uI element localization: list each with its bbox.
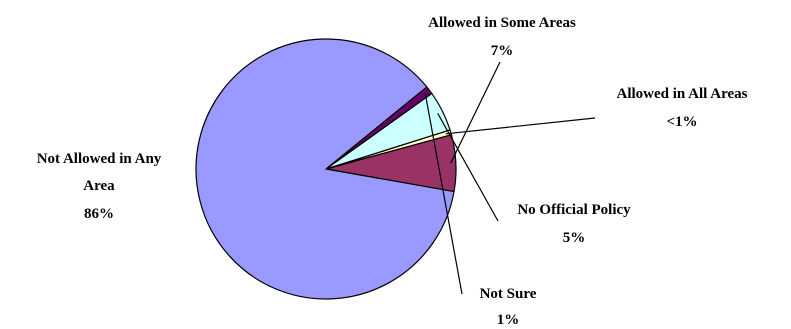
- leader-lines: [424, 61, 596, 295]
- slice-label-no-policy-name: No Official Policy: [517, 202, 631, 218]
- slice-label-allowed-all: Allowed in All Areas <1%: [617, 86, 748, 130]
- leader-line-no-policy: [437, 113, 499, 222]
- leader-line-allowed-some: [450, 61, 501, 164]
- slice-label-allowed-all-value: <1%: [666, 114, 697, 130]
- slice-label-no-policy: No Official Policy 5%: [517, 202, 631, 246]
- slice-label-allowed-all-name: Allowed in All Areas: [617, 86, 748, 102]
- slice-label-not-allowed-name-line1: Not Allowed in Any: [37, 151, 162, 167]
- slice-label-not-sure-name: Not Sure: [480, 286, 537, 302]
- slice-label-allowed-some-value: 7%: [491, 43, 514, 59]
- slice-label-not-allowed: Not Allowed in Any Area 86%: [37, 151, 162, 222]
- leader-line-not-sure: [424, 93, 463, 295]
- leader-line-allowed-all: [445, 117, 596, 135]
- pie-slices: [195, 38, 457, 300]
- slice-label-not-allowed-value: 86%: [84, 206, 114, 222]
- slice-label-not-sure-value: 1%: [497, 312, 520, 328]
- slice-label-no-policy-value: 5%: [563, 230, 586, 246]
- slice-label-allowed-some-name: Allowed in Some Areas: [428, 15, 576, 31]
- slice-label-allowed-some: Allowed in Some Areas 7%: [428, 15, 576, 59]
- pie-slice-not-allowed: [195, 38, 455, 300]
- slice-label-not-sure: Not Sure 1%: [480, 286, 537, 328]
- slice-label-not-allowed-name-line2: Area: [83, 178, 115, 194]
